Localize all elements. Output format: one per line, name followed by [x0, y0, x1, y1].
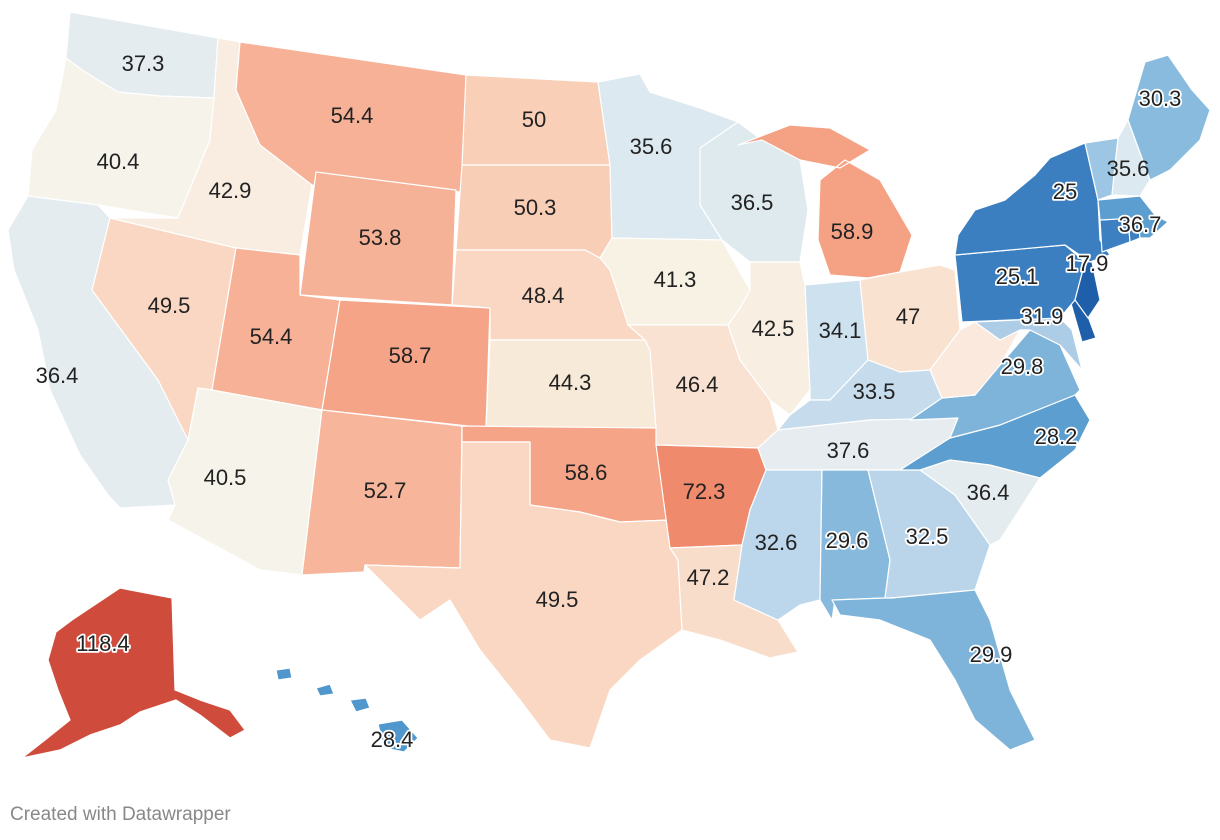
value-label-md: 31.9 — [1021, 304, 1064, 329]
value-label-ok: 58.6 — [565, 460, 608, 485]
value-label-mo: 46.4 — [676, 372, 719, 397]
value-label-la: 47.2 — [687, 565, 730, 590]
value-label-ut: 54.4 — [250, 324, 293, 349]
state-nj[interactable] — [1071, 259, 1101, 319]
value-label-fl: 29.9 — [970, 642, 1013, 667]
value-label-az: 40.5 — [204, 465, 247, 490]
value-label-ma: 36.7 — [1119, 212, 1162, 237]
states-layer — [7, 11, 1211, 759]
value-label-sc: 36.4 — [967, 480, 1010, 505]
value-label-nv: 49.5 — [148, 293, 191, 318]
value-label-al: 29.6 — [826, 528, 869, 553]
value-label-ne: 48.4 — [522, 283, 565, 308]
value-label-sd: 50.3 — [514, 195, 557, 220]
value-label-il: 42.5 — [752, 316, 795, 341]
state-tx[interactable] — [364, 441, 683, 749]
value-label-mn: 35.6 — [630, 134, 673, 159]
state-fl[interactable] — [831, 589, 1036, 751]
value-label-wa: 37.3 — [122, 51, 165, 76]
datawrapper-credit: Created with Datawrapper — [10, 804, 231, 825]
value-label-tx: 49.5 — [536, 587, 579, 612]
value-label-ak: 118.4 — [76, 631, 129, 656]
value-label-co: 58.7 — [389, 343, 432, 368]
value-label-ca: 36.4 — [36, 363, 79, 388]
value-label-mi: 58.9 — [831, 219, 874, 244]
value-label-mt: 54.4 — [331, 103, 374, 128]
state-nh[interactable] — [1111, 119, 1151, 197]
value-label-ks: 44.3 — [549, 370, 592, 395]
value-label-ms: 32.6 — [755, 530, 798, 555]
state-il[interactable] — [727, 261, 811, 416]
value-label-oh: 47 — [896, 304, 920, 329]
state-ma[interactable] — [1097, 195, 1169, 239]
value-labels-layer: 37.3 40.4 36.4 49.5 42.9 54.4 53.8 54.4 40.5 58.7… — [36, 51, 1184, 754]
value-label-nh: 35.6 — [1107, 156, 1150, 181]
value-label-tn: 37.6 — [827, 438, 870, 463]
value-label-ga: 32.5 — [906, 524, 949, 549]
value-label-ky: 33.5 — [853, 379, 896, 404]
value-label-ar: 72.3 — [683, 479, 726, 504]
value-label-in: 34.1 — [819, 318, 862, 343]
value-label-ia: 41.3 — [654, 267, 697, 292]
us-choropleth-map: 37.3 40.4 36.4 49.5 42.9 54.4 53.8 54.4 40.5 58.7… — [7, 11, 1211, 759]
state-me[interactable] — [1127, 54, 1211, 181]
value-label-nj: 17.9 — [1066, 251, 1109, 276]
value-label-wy: 53.8 — [359, 225, 402, 250]
state-ak[interactable] — [21, 587, 246, 759]
value-label-ny: 25 — [1053, 179, 1077, 204]
value-label-nd: 50 — [522, 107, 546, 132]
state-md[interactable] — [974, 317, 1083, 371]
value-label-wi: 36.5 — [731, 190, 774, 215]
state-ny[interactable] — [954, 142, 1111, 263]
value-label-nc: 28.2 — [1035, 424, 1078, 449]
value-label-or: 40.4 — [97, 149, 140, 174]
value-label-id: 42.9 — [209, 178, 252, 203]
value-label-nm: 52.7 — [364, 478, 407, 503]
value-label-va: 29.8 — [1001, 354, 1044, 379]
state-wi[interactable] — [699, 121, 809, 263]
value-label-me: 30.3 — [1139, 86, 1182, 111]
value-label-hi: 28.4 — [371, 727, 414, 752]
state-hi[interactable] — [275, 667, 419, 753]
value-label-pa: 25.1 — [996, 264, 1039, 289]
